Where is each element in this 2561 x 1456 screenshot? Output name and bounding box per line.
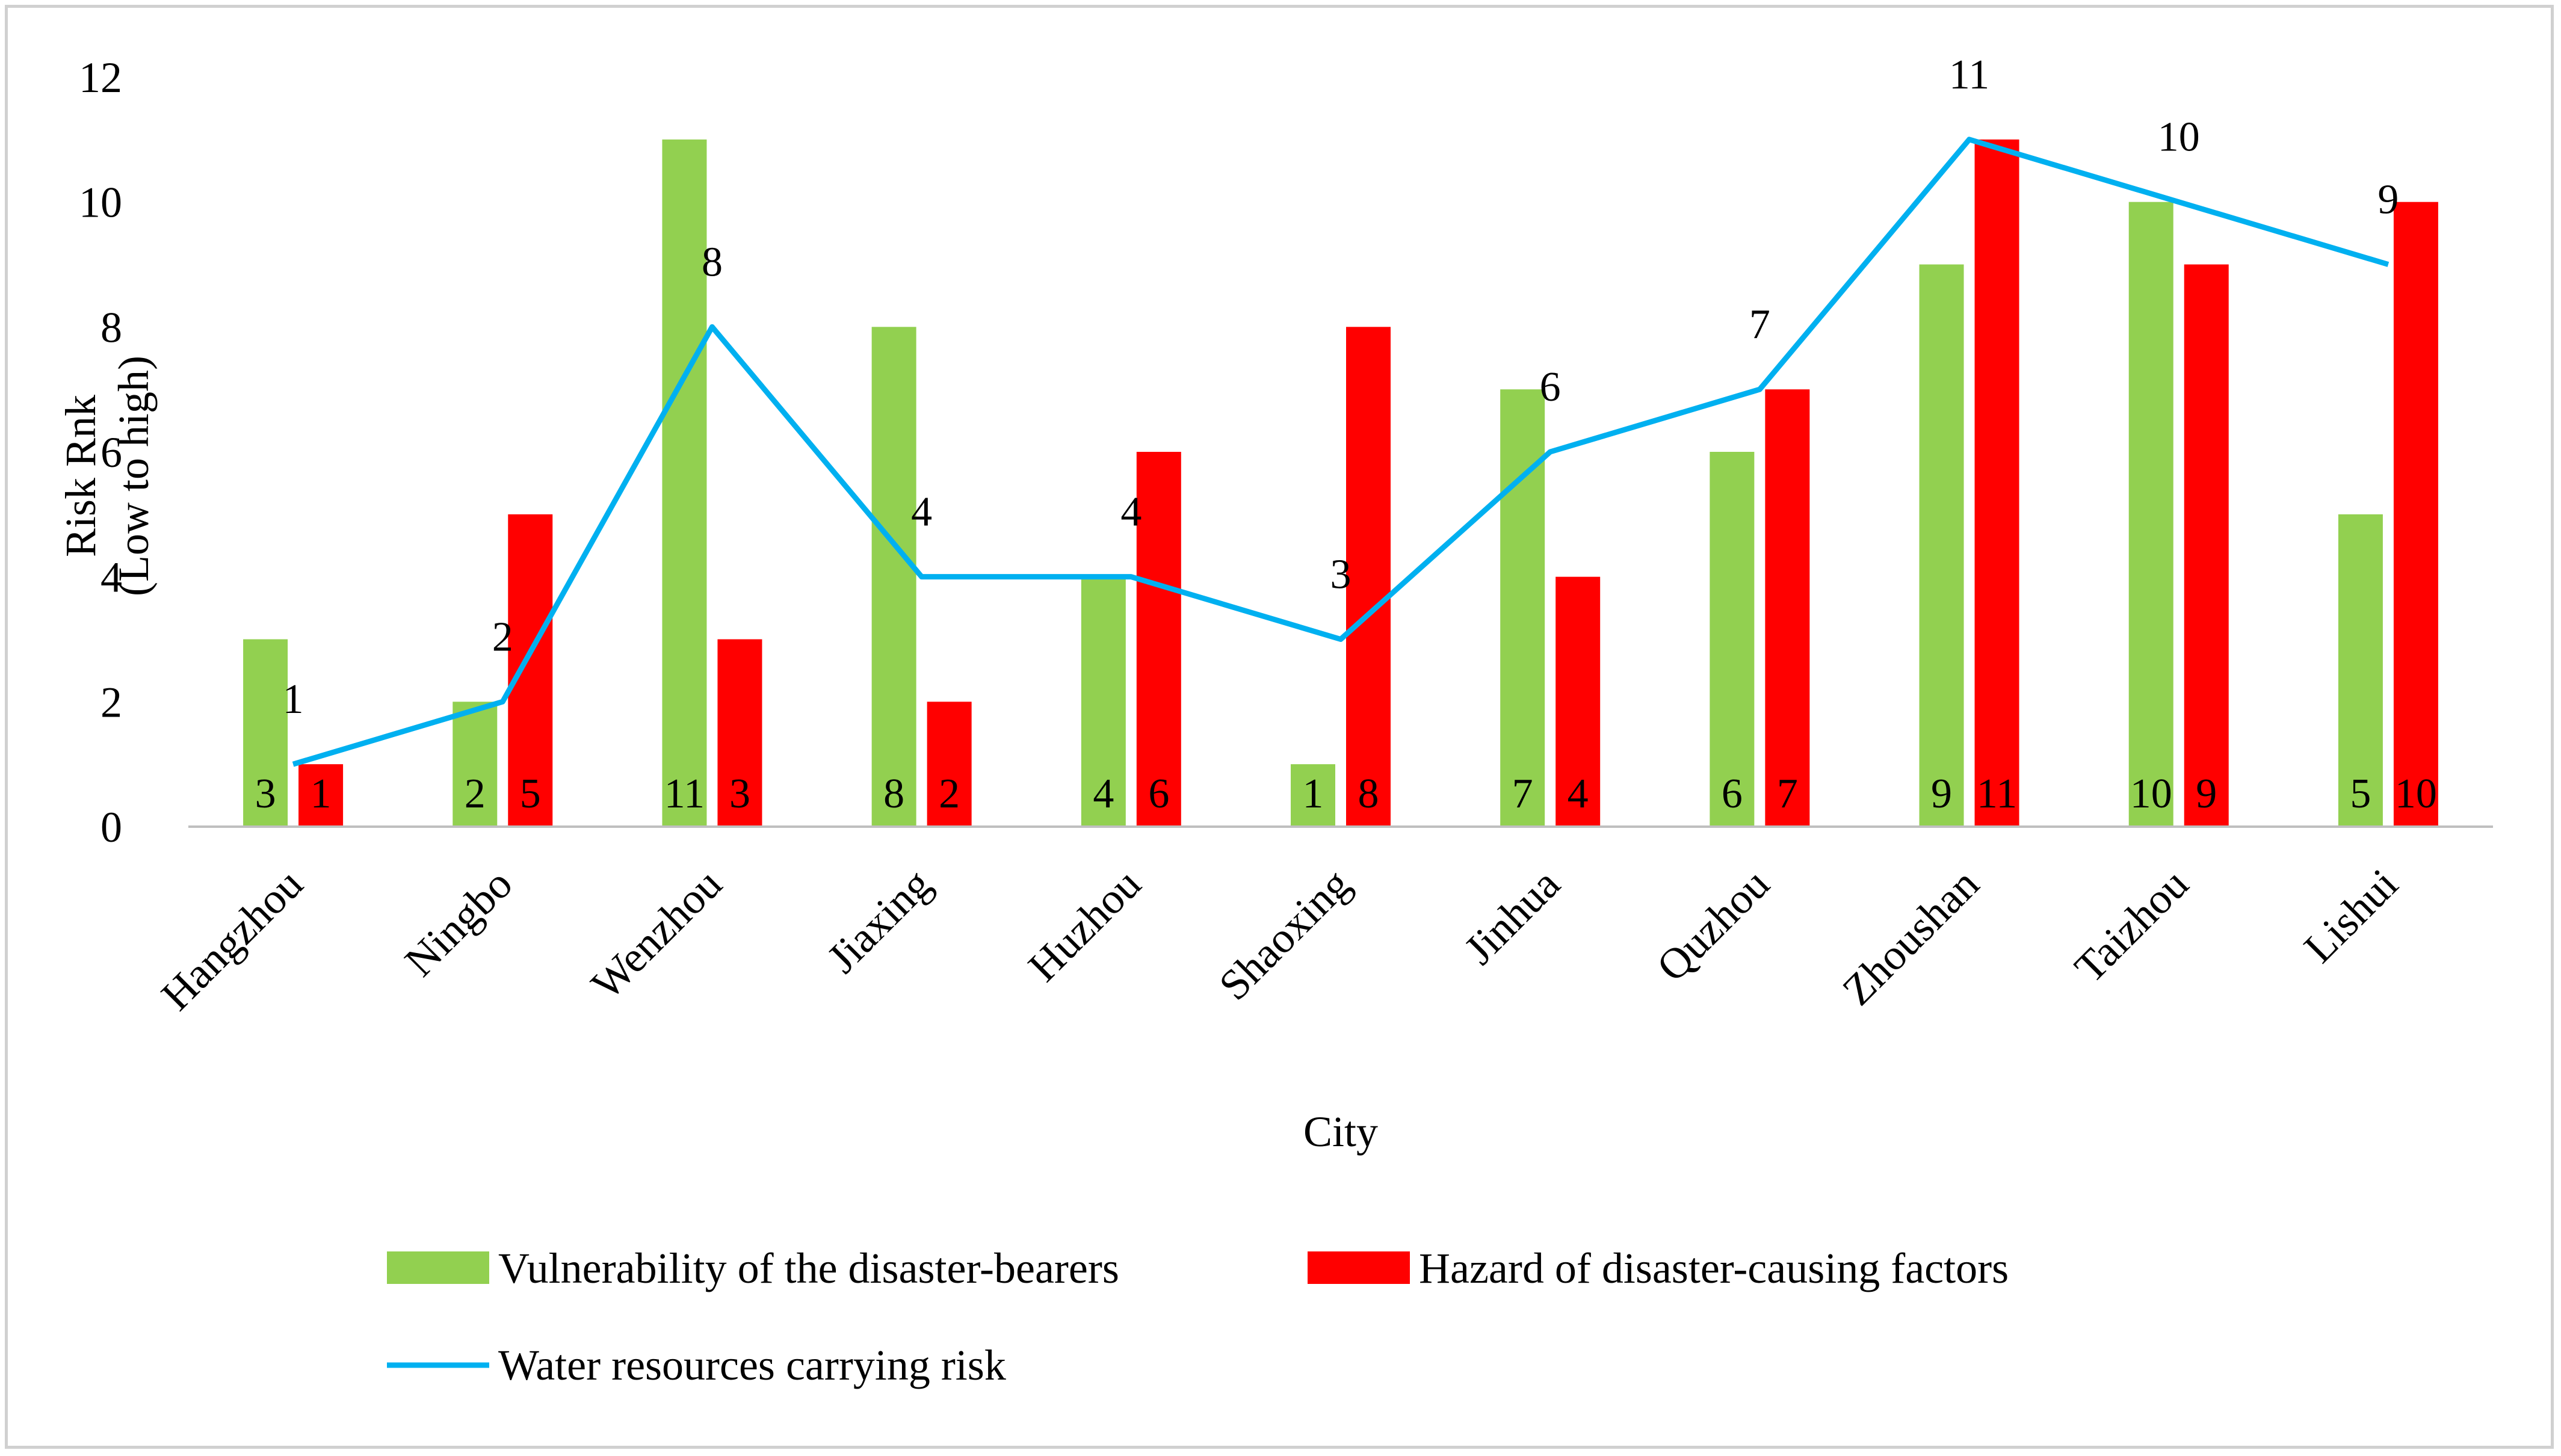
x-axis-ticks: Hangzhou Ningbo Wenzhou Jiaxing Huzhou Shaoxi…: [152, 860, 2408, 1020]
y-tick-10: 10: [79, 179, 122, 227]
label-risk-wenzhou: 8: [702, 239, 723, 285]
label-risk-shaoxing: 3: [1330, 552, 1352, 598]
bar-vulnerability-jiaxing: [871, 327, 916, 827]
x-tick-ningbo: Ningbo: [395, 860, 521, 986]
label-vulnerability-shaoxing: 1: [1303, 771, 1324, 817]
bar-vulnerability-lishui: [2338, 514, 2383, 827]
label-risk-quzhou: 7: [1749, 301, 1770, 348]
label-vulnerability-lishui: 5: [2350, 771, 2371, 817]
label-hazard-quzhou: 7: [1777, 771, 1798, 817]
bar-hazard-lishui: [2393, 202, 2438, 827]
bar-vulnerability-shaoxing: [1291, 764, 1335, 827]
label-vulnerability-huzhou: 4: [1093, 771, 1114, 817]
bar-hazard-wenzhou: [717, 639, 762, 827]
label-vulnerability-jiaxing: 8: [883, 771, 904, 817]
label-risk-jinhua: 6: [1540, 364, 1561, 410]
y-axis-title-line-2: (Low to high): [110, 356, 158, 596]
y-axis-ticks: 0 2 4 6 8 10 12: [79, 54, 122, 851]
bar-vulnerability-zhoushan: [1919, 264, 1964, 827]
x-tick-lishui: Lishui: [2295, 860, 2408, 972]
x-tick-jinhua: Jinhua: [1455, 860, 1569, 973]
x-tick-wenzhou: Wenzhou: [582, 860, 731, 1009]
label-vulnerability-taizhou: 10: [2130, 771, 2172, 817]
bar-vulnerability-jinhua: [1500, 389, 1545, 827]
label-vulnerability-hangzhou: 3: [255, 771, 276, 817]
label-hazard-wenzhou: 3: [729, 771, 750, 817]
label-hazard-jiaxing: 2: [939, 771, 960, 817]
label-vulnerability-quzhou: 6: [1722, 771, 1743, 817]
line-water-resources-risk: [292, 137, 2390, 767]
bar-vulnerability-quzhou: [1710, 452, 1755, 827]
label-hazard-jinhua: 4: [1568, 771, 1589, 817]
legend-swatch-vulnerability: [387, 1251, 489, 1284]
legend-label-risk: Water resources carrying risk: [498, 1341, 1006, 1389]
label-risk-ningbo: 2: [492, 614, 513, 660]
label-risk-zhoushan: 11: [1949, 52, 1989, 98]
label-hazard-shaoxing: 8: [1358, 771, 1379, 817]
bar-hazard-jinhua: [1555, 576, 1601, 827]
label-vulnerability-zhoushan: 9: [1931, 771, 1952, 817]
legend-label-vulnerability: Vulnerability of the disaster-bearers: [498, 1244, 1119, 1292]
label-hazard-taizhou: 9: [2196, 771, 2217, 817]
label-hazard-hangzhou: 1: [310, 771, 332, 817]
bar-hazard-hangzhou: [298, 764, 344, 827]
label-vulnerability-jinhua: 7: [1512, 771, 1533, 817]
label-hazard-zhoushan: 11: [1977, 771, 2017, 817]
legend-swatch-hazard: [1308, 1251, 1410, 1284]
bar-vulnerability-taizhou: [2128, 202, 2173, 827]
y-tick-12: 12: [79, 54, 122, 102]
x-tick-huzhou: Huzhou: [1019, 860, 1150, 991]
bar-vulnerability-huzhou: [1081, 576, 1126, 827]
bar-hazard-ningbo: [508, 514, 553, 827]
bar-hazard-taizhou: [2184, 264, 2229, 827]
y-axis-title: Risk Rnk (Low to high): [57, 356, 158, 596]
chart-frame: 0 2 4 6 8 10 12 Hangzhou Ningbo Wenzhou Jiaxing Hu…: [5, 5, 2554, 1449]
line-layer: [292, 137, 2390, 767]
bar-hazard-huzhou: [1136, 452, 1181, 827]
x-tick-zhoushan: Zhoushan: [1833, 860, 1988, 1014]
bar-hazard-quzhou: [1765, 389, 1810, 827]
y-tick-0: 0: [100, 803, 122, 851]
label-risk-huzhou: 4: [1120, 489, 1141, 535]
bar-vulnerability-wenzhou: [662, 139, 707, 827]
x-tick-hangzhou: Hangzhou: [152, 860, 312, 1020]
label-risk-taizhou: 10: [2158, 114, 2200, 161]
y-tick-6: 6: [100, 428, 122, 477]
y-tick-8: 8: [100, 303, 122, 351]
bar-vulnerability-hangzhou: [243, 639, 288, 827]
legend-label-hazard: Hazard of disaster-causing factors: [1419, 1244, 2009, 1292]
label-hazard-ningbo: 5: [520, 771, 541, 817]
x-tick-shaoxing: Shaoxing: [1209, 860, 1359, 1010]
label-vulnerability-wenzhou: 11: [664, 771, 705, 817]
bar-hazard-shaoxing: [1346, 327, 1391, 827]
y-tick-2: 2: [100, 678, 122, 726]
y-tick-4: 4: [100, 554, 122, 602]
label-vulnerability-ningbo: 2: [465, 771, 486, 817]
legend: Vulnerability of the disaster-bearers Haz…: [387, 1244, 2009, 1389]
x-tick-quzhou: Quzhou: [1648, 860, 1779, 991]
bar-hazard-jiaxing: [927, 702, 972, 827]
bar-hazard-zhoushan: [1974, 139, 2019, 827]
label-hazard-huzhou: 6: [1148, 771, 1169, 817]
bars-layer: [243, 139, 2438, 827]
label-risk-jiaxing: 4: [911, 489, 932, 535]
label-hazard-lishui: 10: [2395, 771, 2437, 817]
label-risk-hangzhou: 1: [283, 676, 304, 723]
x-tick-taizhou: Taizhou: [2065, 860, 2198, 992]
x-tick-jiaxing: Jiaxing: [818, 860, 941, 982]
y-axis-title-line-1: Risk Rnk: [57, 395, 105, 557]
x-axis-title: City: [1303, 1108, 1378, 1156]
label-risk-lishui: 9: [2377, 177, 2399, 223]
bar-vulnerability-ningbo: [453, 702, 498, 827]
